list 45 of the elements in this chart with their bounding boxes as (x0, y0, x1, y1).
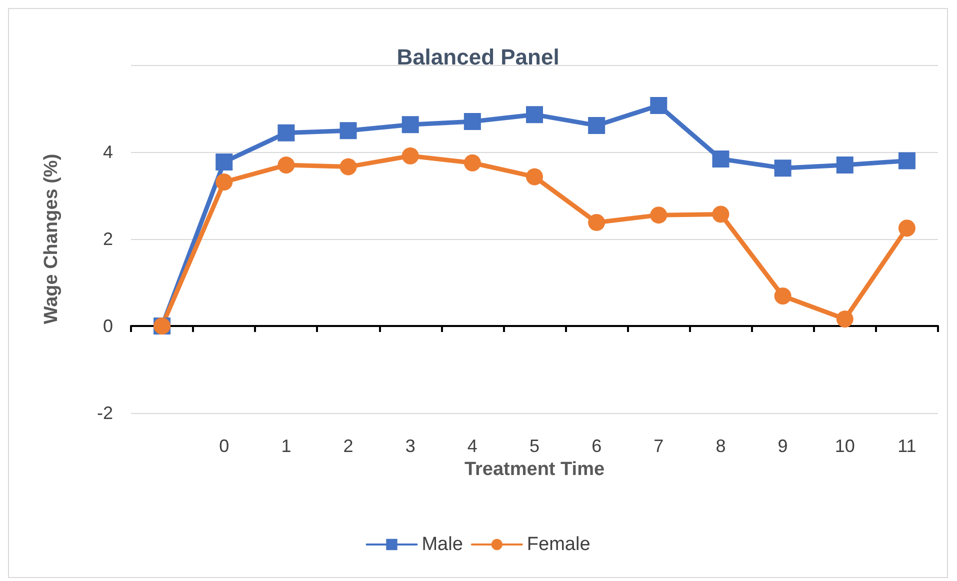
point (278, 124, 295, 142)
x-tick-label: 1 (281, 436, 292, 456)
point (216, 154, 233, 171)
y-tick-label: 2 (102, 229, 113, 249)
point (526, 106, 543, 124)
x-tick-label: 11 (898, 436, 916, 456)
x-tick-label: 7 (654, 436, 664, 456)
point (278, 156, 295, 174)
point (588, 116, 606, 134)
point (526, 168, 543, 186)
y-axis-title: Wage Changes (%) (41, 154, 62, 324)
point (774, 287, 792, 304)
point (216, 174, 233, 191)
point (650, 206, 668, 224)
y-tick-label: 0 (102, 316, 113, 336)
x-tick-label: 9 (778, 436, 788, 456)
x-tick-label: 10 (834, 436, 855, 456)
x-tick-label: 2 (343, 436, 354, 456)
point (402, 147, 419, 164)
point (464, 113, 481, 130)
chart-title: Balanced Panel (396, 44, 560, 70)
y-tick-label: -2 (96, 403, 113, 423)
x-tick-label: 5 (529, 436, 540, 456)
x-tick-label: 6 (592, 436, 602, 456)
point (340, 158, 357, 176)
point (712, 150, 730, 168)
point (712, 206, 730, 223)
point (650, 96, 668, 114)
point (774, 160, 792, 177)
point (836, 310, 854, 328)
point (464, 154, 481, 172)
x-axis-title: Treatment Time (464, 458, 605, 480)
x-tick-label: 4 (467, 436, 478, 456)
point (898, 152, 916, 170)
y-tick-label: 4 (102, 142, 113, 162)
legend-label: Female (526, 534, 590, 555)
point (588, 214, 606, 231)
x-tick-label: 3 (405, 436, 416, 456)
legend-label: Male (422, 534, 463, 555)
x-tick-label: 0 (219, 436, 230, 456)
point (898, 220, 916, 237)
x-tick-label: 8 (716, 436, 726, 456)
point (340, 122, 357, 140)
point (402, 116, 419, 134)
point (836, 156, 854, 174)
